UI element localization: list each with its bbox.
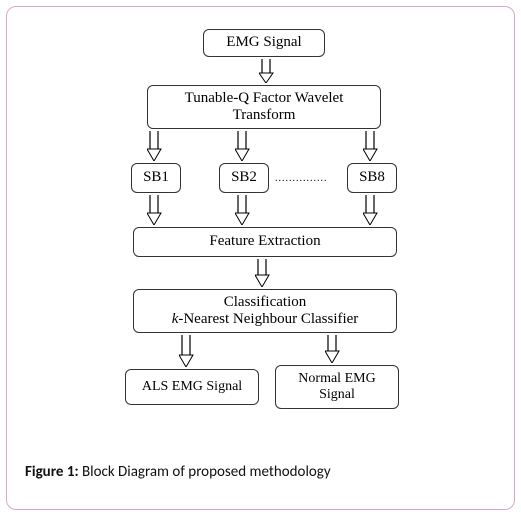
dots-ellipsis: ............... [275, 173, 328, 184]
node-label-line1: Tunable-Q Factor Wavelet [185, 90, 344, 107]
node-sb1: SB1 [131, 163, 181, 193]
arrow-tqwt-sb2 [235, 131, 251, 161]
node-emg-signal: EMG Signal [203, 29, 325, 57]
caption-text: Block Diagram of proposed methodology [79, 463, 331, 481]
node-label: SB1 [143, 169, 169, 186]
node-label-line2: Transform [233, 107, 296, 124]
arrow-sb8-feat [363, 195, 379, 225]
knn-rest: -Nearest Neighbour Classifier [178, 311, 358, 327]
figure-caption: Figure 1: Block Diagram of proposed meth… [25, 463, 496, 481]
node-label: SB8 [359, 169, 385, 186]
node-label-line1: Classification [224, 294, 307, 311]
arrow-sb2-feat [235, 195, 251, 225]
node-label: Feature Extraction [209, 233, 320, 250]
node-sb2: SB2 [219, 163, 269, 193]
arrow-sb1-feat [147, 195, 163, 225]
arrow-emg-tqwt [259, 59, 275, 83]
node-sb8: SB8 [347, 163, 397, 193]
node-label: ALS EMG Signal [142, 379, 242, 395]
node-als-emg: ALS EMG Signal [125, 369, 259, 405]
arrow-classif-normal [325, 335, 341, 363]
node-label-line2: Signal [319, 387, 355, 403]
arrow-tqwt-sb8 [363, 131, 379, 161]
node-normal-emg: Normal EMG Signal [275, 365, 399, 409]
node-label: SB2 [231, 169, 257, 186]
node-label-line2: k-Nearest Neighbour Classifier [172, 311, 359, 328]
node-tqwt: Tunable-Q Factor Wavelet Transform [147, 85, 381, 129]
node-feature-extraction: Feature Extraction [133, 227, 397, 257]
node-label: EMG Signal [226, 34, 301, 51]
node-classification: Classification k-Nearest Neighbour Class… [133, 289, 397, 333]
block-diagram: EMG Signal Tunable-Q Factor Wavelet Tran… [25, 27, 496, 457]
arrow-feat-classif [255, 259, 271, 287]
arrow-classif-als [179, 335, 195, 367]
arrow-tqwt-sb1 [147, 131, 163, 161]
caption-bold: Figure 1: [25, 463, 79, 481]
node-label-line1: Normal EMG [298, 371, 375, 387]
figure-frame: EMG Signal Tunable-Q Factor Wavelet Tran… [6, 6, 515, 510]
